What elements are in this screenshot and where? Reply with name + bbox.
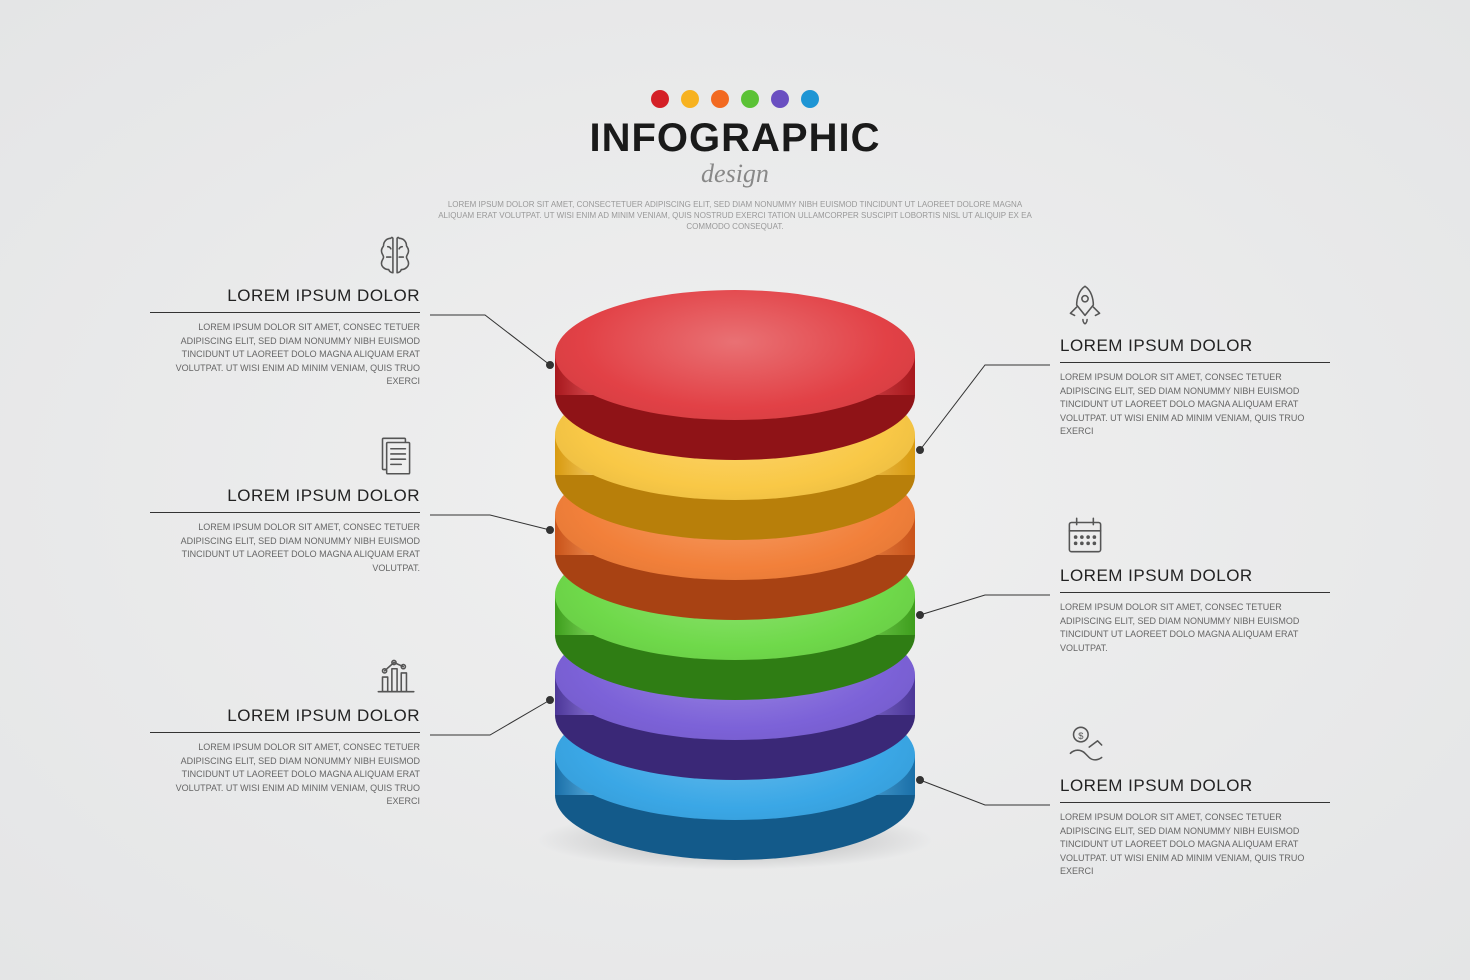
connector-dot	[547, 697, 554, 704]
info-item: LOREM IPSUM DOLOR LOREM IPSUM DOLOR SIT A…	[150, 650, 420, 809]
connector-line	[430, 700, 550, 735]
item-title: LOREM IPSUM DOLOR	[1060, 776, 1330, 796]
item-underline	[1060, 592, 1330, 593]
title-sub: design	[385, 159, 1085, 189]
disc-layer	[555, 290, 915, 420]
connector-dot	[917, 777, 924, 784]
item-body: LOREM IPSUM DOLOR SIT AMET, CONSEC TETUE…	[1060, 371, 1330, 439]
rocket-icon	[1060, 280, 1110, 330]
svg-text:$: $	[1078, 731, 1084, 741]
connector-line	[920, 595, 1050, 615]
intro-text: LOREM IPSUM DOLOR SIT AMET, CONSECTETUER…	[435, 199, 1035, 233]
connector-line	[430, 315, 550, 365]
connector-line	[430, 515, 550, 530]
item-title: LOREM IPSUM DOLOR	[150, 286, 420, 306]
item-title: LOREM IPSUM DOLOR	[150, 486, 420, 506]
item-title: LOREM IPSUM DOLOR	[150, 706, 420, 726]
item-underline	[150, 512, 420, 513]
info-item: LOREM IPSUM DOLOR LOREM IPSUM DOLOR SIT A…	[150, 230, 420, 389]
header-dot	[741, 90, 759, 108]
info-item: $ LOREM IPSUM DOLOR LOREM IPSUM DOLOR SIT …	[1060, 720, 1330, 879]
item-title: LOREM IPSUM DOLOR	[1060, 566, 1330, 586]
info-item: LOREM IPSUM DOLOR LOREM IPSUM DOLOR SIT A…	[150, 430, 420, 575]
item-underline	[1060, 802, 1330, 803]
connector-line	[920, 780, 1050, 805]
item-body: LOREM IPSUM DOLOR SIT AMET, CONSEC TETUE…	[150, 741, 420, 809]
connector-dot	[547, 362, 554, 369]
connector-line	[920, 365, 1050, 450]
item-underline	[150, 312, 420, 313]
title-main: INFOGRAPHIC	[385, 116, 1085, 161]
connector-dot	[917, 612, 924, 619]
item-title: LOREM IPSUM DOLOR	[1060, 336, 1330, 356]
document-icon	[370, 430, 420, 480]
item-body: LOREM IPSUM DOLOR SIT AMET, CONSEC TETUE…	[150, 521, 420, 575]
connector-dot	[547, 527, 554, 534]
header: INFOGRAPHIC design LOREM IPSUM DOLOR SIT…	[385, 90, 1085, 233]
info-item: LOREM IPSUM DOLOR LOREM IPSUM DOLOR SIT A…	[1060, 280, 1330, 439]
header-dot	[711, 90, 729, 108]
header-dot	[771, 90, 789, 108]
item-body: LOREM IPSUM DOLOR SIT AMET, CONSEC TETUE…	[1060, 811, 1330, 879]
item-underline	[150, 732, 420, 733]
brain-icon	[370, 230, 420, 280]
header-dot	[651, 90, 669, 108]
infographic-canvas: INFOGRAPHIC design LOREM IPSUM DOLOR SIT…	[0, 0, 1470, 980]
header-dot	[801, 90, 819, 108]
item-underline	[1060, 362, 1330, 363]
header-dot	[681, 90, 699, 108]
money-icon: $	[1060, 720, 1110, 770]
header-dots	[385, 90, 1085, 108]
item-body: LOREM IPSUM DOLOR SIT AMET, CONSEC TETUE…	[1060, 601, 1330, 655]
connector-dot	[917, 447, 924, 454]
item-body: LOREM IPSUM DOLOR SIT AMET, CONSEC TETUE…	[150, 321, 420, 389]
calendar-icon	[1060, 510, 1110, 560]
chart-icon	[370, 650, 420, 700]
info-item: LOREM IPSUM DOLOR LOREM IPSUM DOLOR SIT A…	[1060, 510, 1330, 655]
